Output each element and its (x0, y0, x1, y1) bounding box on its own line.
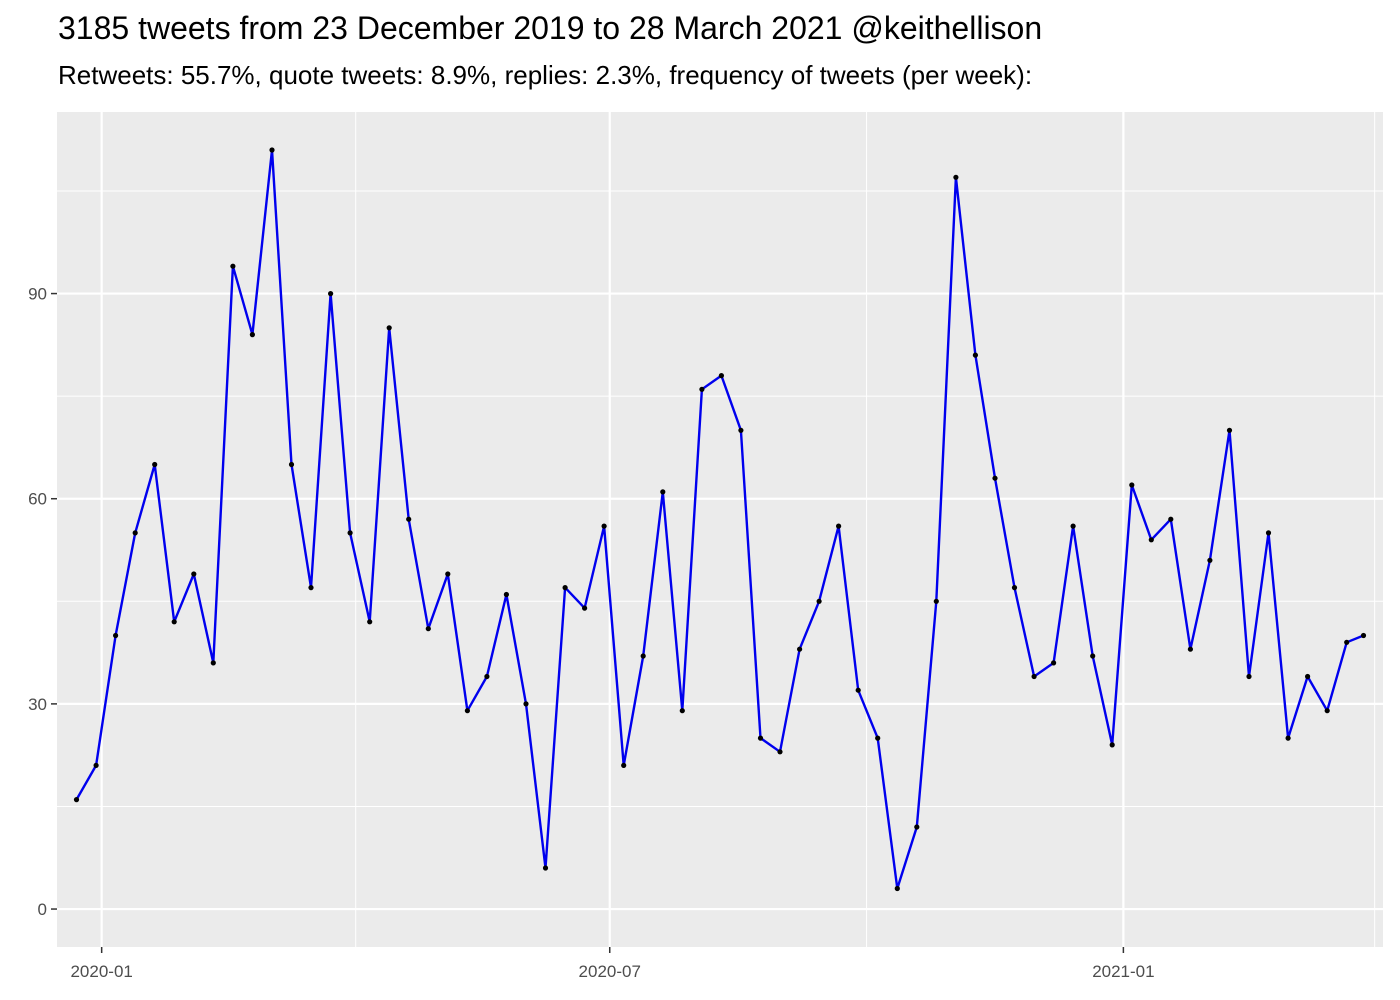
chart-subtitle: Retweets: 55.7%, quote tweets: 8.9%, rep… (58, 60, 1033, 90)
data-point (992, 475, 998, 481)
data-point (699, 386, 705, 392)
data-point (972, 352, 979, 358)
data-point (1051, 660, 1057, 666)
data-point (640, 653, 646, 659)
data-point (953, 174, 959, 180)
data-point (249, 332, 255, 338)
data-point (1168, 516, 1174, 522)
data-point (1226, 427, 1233, 433)
data-point (1360, 632, 1367, 639)
data-point (1207, 557, 1213, 563)
x-tick-label: 2020-01 (70, 962, 132, 981)
data-point (582, 605, 588, 611)
data-point (542, 865, 549, 871)
data-point (347, 530, 353, 536)
y-tick-label: 90 (28, 285, 47, 304)
data-point (484, 673, 490, 680)
data-point (132, 530, 138, 536)
data-point (171, 619, 177, 625)
data-point (1129, 482, 1135, 488)
data-point (1324, 708, 1330, 714)
data-point (503, 591, 509, 598)
data-point (601, 523, 607, 529)
data-point (308, 585, 314, 591)
data-point (1011, 585, 1018, 591)
data-point (210, 660, 216, 666)
data-point (836, 523, 842, 529)
data-point (1187, 646, 1193, 652)
data-point (621, 762, 627, 769)
data-point (152, 461, 158, 468)
data-point (73, 797, 80, 803)
data-point (1031, 673, 1037, 680)
data-point (1109, 742, 1115, 748)
data-point (1305, 673, 1311, 680)
data-point (191, 571, 197, 577)
data-point (406, 516, 412, 522)
x-tick-label: 2020-07 (579, 962, 641, 981)
data-point (1265, 530, 1272, 536)
data-point (113, 632, 119, 639)
data-point (1285, 735, 1291, 741)
data-point (230, 263, 236, 269)
data-point (914, 824, 920, 830)
data-point (855, 687, 861, 693)
grid-major (57, 112, 1383, 947)
grid-minor (57, 112, 1383, 947)
data-point (523, 701, 529, 707)
chart-title: 3185 tweets from 23 December 2019 to 28 … (58, 10, 1043, 46)
data-point (562, 585, 568, 591)
data-point (1344, 639, 1350, 645)
data-point (367, 619, 373, 625)
data-point (660, 489, 666, 495)
data-point (288, 461, 295, 468)
data-point (718, 373, 725, 379)
y-axis: 0 30 60 90 (28, 285, 57, 919)
y-tick-label: 0 (38, 900, 47, 919)
data-point (738, 427, 744, 433)
y-tick-label: 30 (28, 695, 47, 714)
data-point (894, 885, 900, 892)
data-point (386, 325, 392, 331)
data-point (464, 708, 470, 714)
data-point (1070, 523, 1076, 529)
data-point (93, 762, 99, 769)
data-point (1246, 673, 1252, 680)
data-point (1148, 537, 1154, 543)
data-point (269, 147, 275, 153)
data-point (328, 291, 334, 297)
x-tick-label: 2021-01 (1092, 962, 1154, 981)
data-point (425, 626, 431, 632)
plot-panel (57, 112, 1383, 947)
data-point (875, 735, 881, 741)
data-point (679, 708, 685, 714)
points-layer (73, 147, 1367, 892)
data-point (797, 646, 803, 652)
data-point (933, 598, 939, 604)
data-point (757, 735, 764, 741)
data-point (816, 598, 822, 604)
x-axis: 2020-01 2020-07 2021-01 (70, 947, 1155, 981)
data-point (777, 749, 783, 755)
data-point (1090, 653, 1096, 659)
data-point (445, 571, 451, 577)
y-tick-label: 60 (28, 490, 47, 509)
